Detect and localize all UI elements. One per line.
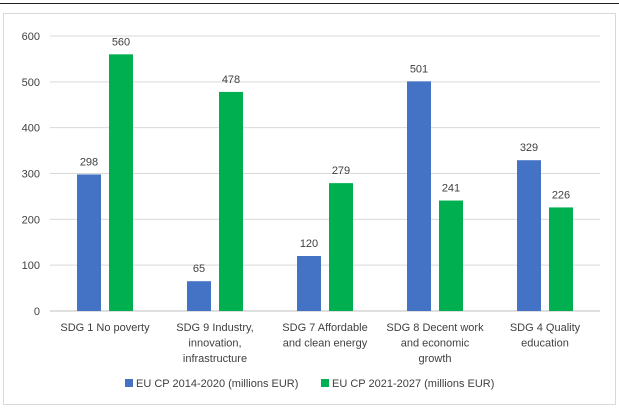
data-label: 560: [112, 36, 130, 48]
top-rule: [0, 3, 619, 4]
data-label: 241: [442, 183, 460, 195]
data-label: 478: [222, 74, 240, 86]
chart-frame: [3, 13, 616, 405]
bar: [329, 183, 353, 311]
x-tick-label: SDG 8 Decent work: [386, 322, 484, 334]
legend-label: EU CP 2014-2020 (millions EUR): [136, 378, 298, 390]
bar: [187, 281, 211, 311]
bar: [77, 174, 101, 311]
y-tick-label: 300: [22, 169, 40, 181]
legend: EU CP 2014-2020 (millions EUR) EU CP 2021…: [125, 378, 494, 390]
y-axis: 0 100 200 300 400 500 600: [22, 31, 40, 318]
bar: [109, 54, 133, 311]
x-axis: SDG 1 No poverty SDG 9 Industry, innovatio…: [60, 322, 580, 365]
x-tick-label: SDG 7 Affordable: [282, 322, 367, 334]
data-label: 298: [80, 156, 98, 168]
data-labels: 298 560 65 478 120 279 501 241 329 226: [80, 36, 570, 275]
gridlines: [50, 35, 600, 312]
y-tick-label: 600: [22, 31, 40, 43]
bar: [219, 91, 243, 312]
y-tick-label: 500: [22, 77, 40, 89]
data-label: 120: [300, 238, 318, 250]
x-tick-label: SDG 1 No poverty: [60, 322, 150, 334]
data-label: 501: [410, 63, 428, 75]
y-tick-label: 400: [22, 123, 40, 135]
bar: [517, 160, 541, 311]
bar: [407, 81, 431, 311]
bars: [77, 54, 573, 312]
data-label: 279: [332, 165, 350, 177]
bar: [549, 207, 573, 311]
x-tick-label: and clean energy: [283, 338, 368, 350]
data-label: 226: [552, 189, 570, 201]
x-tick-label: innovation,: [188, 338, 241, 350]
x-tick-label: growth: [418, 353, 451, 365]
y-tick-label: 100: [22, 260, 40, 272]
x-tick-label: education: [521, 338, 569, 350]
legend-swatch: [125, 379, 133, 387]
y-tick-label: 200: [22, 214, 40, 226]
legend-swatch: [321, 379, 329, 387]
x-tick-label: infrastructure: [183, 353, 247, 365]
x-tick-label: SDG 4 Quality: [510, 322, 581, 334]
data-label: 65: [193, 263, 205, 275]
bar: [439, 200, 463, 311]
data-label: 329: [520, 142, 538, 154]
x-tick-label: SDG 9 Industry,: [176, 322, 253, 334]
x-tick-label: and economic: [401, 338, 470, 350]
bar: [297, 256, 321, 311]
legend-label: EU CP 2021-2027 (millions EUR): [332, 378, 494, 390]
y-tick-label: 0: [34, 306, 40, 318]
